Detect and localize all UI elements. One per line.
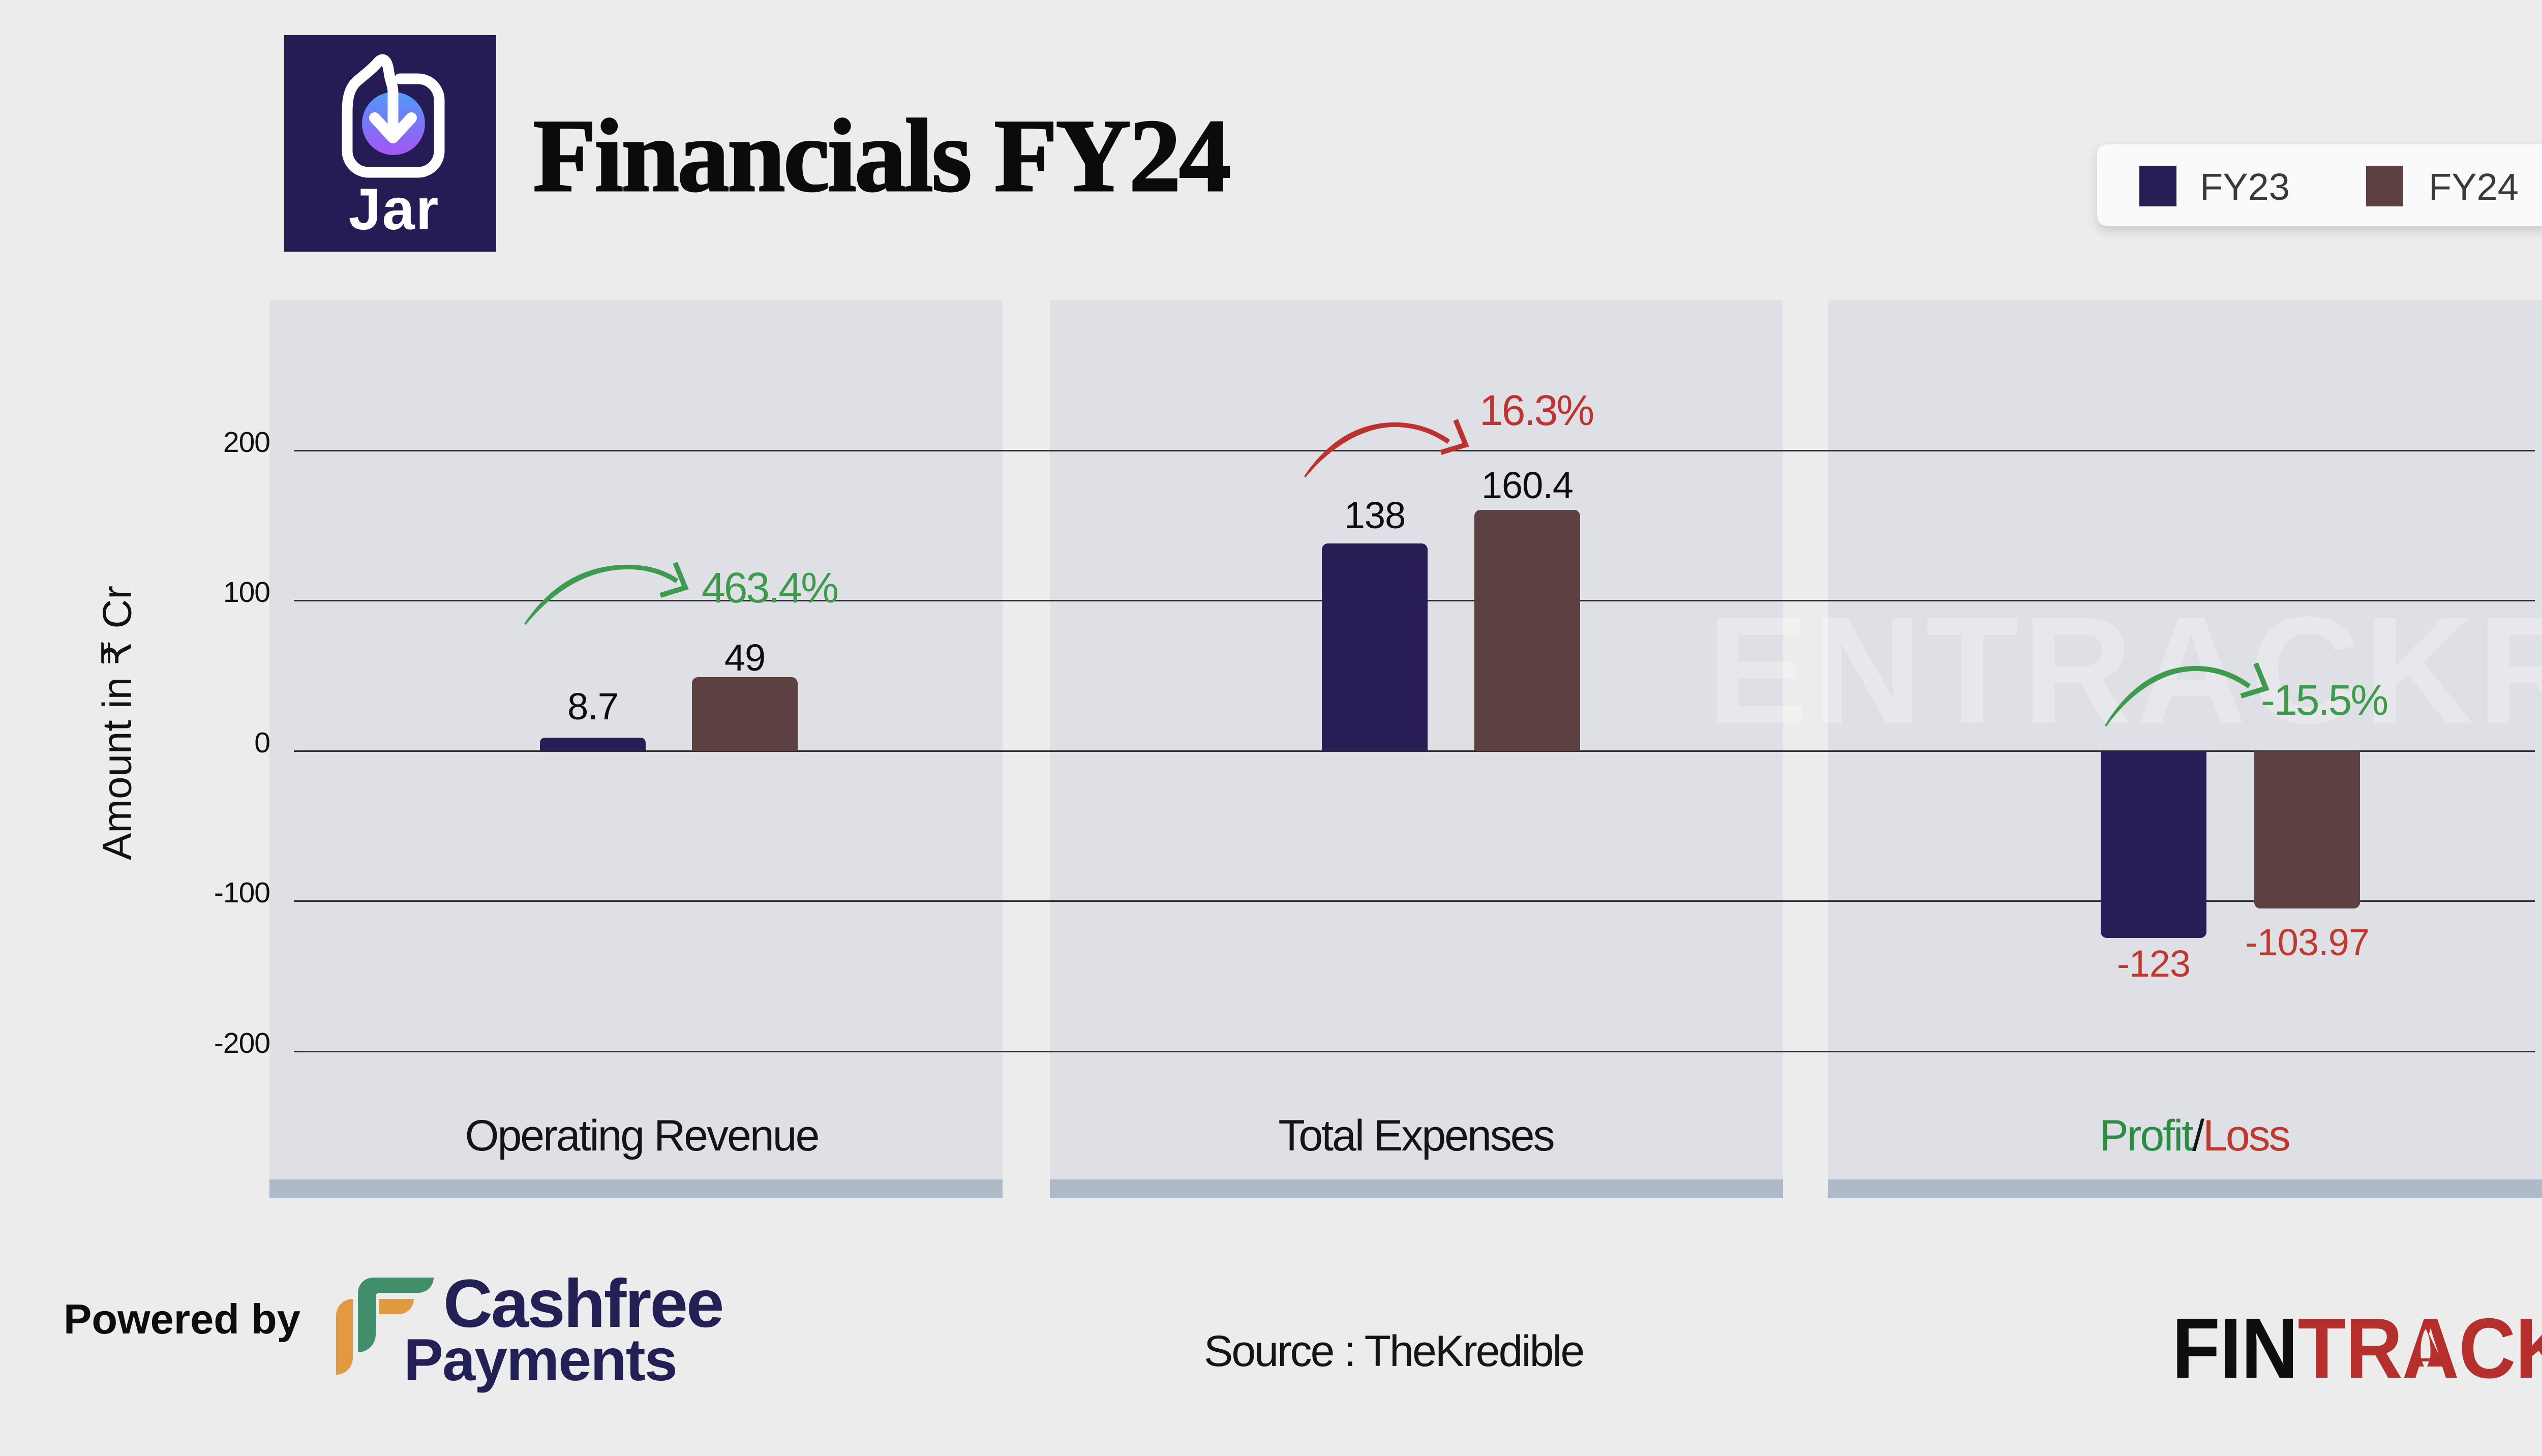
svg-text:Jar: Jar (349, 177, 440, 242)
